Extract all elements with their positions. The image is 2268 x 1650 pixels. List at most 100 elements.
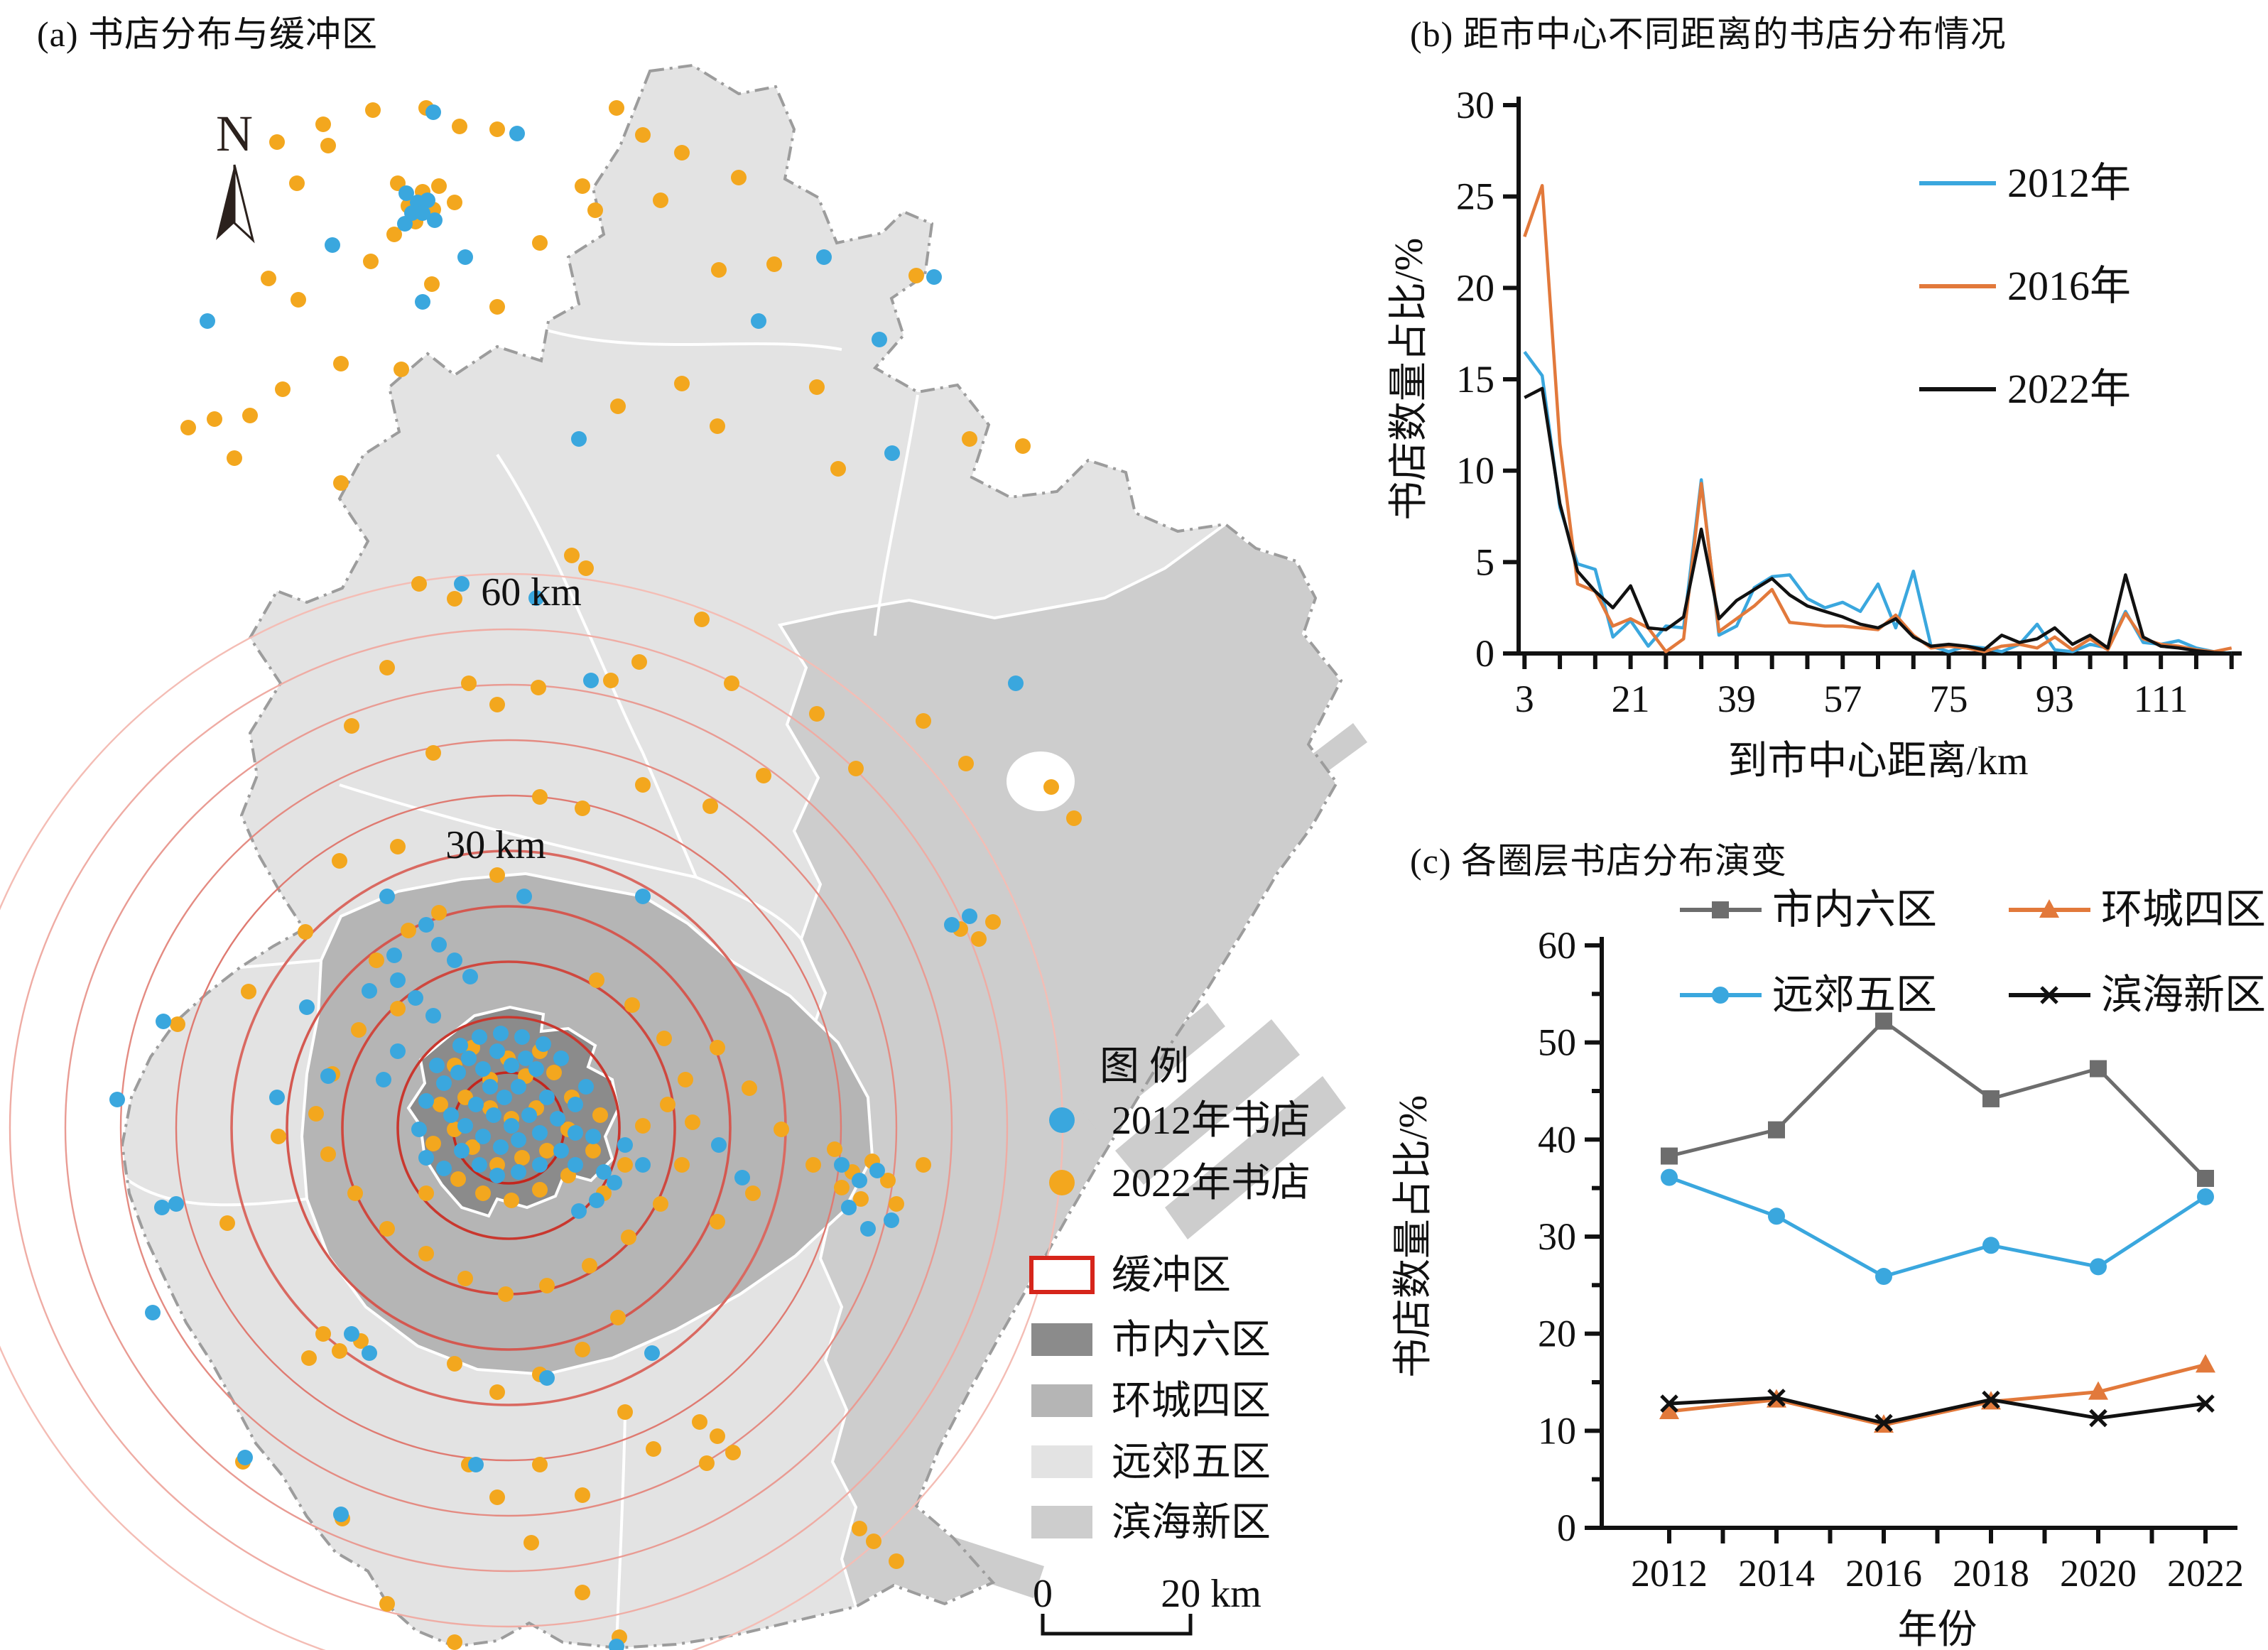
bookstore-dot-2012 <box>635 889 651 904</box>
y-tick-label: 15 <box>1456 358 1494 401</box>
bookstore-dot-2012 <box>583 673 599 688</box>
bookstore-dot-2022 <box>852 1521 867 1536</box>
marker-circle <box>2090 1258 2107 1276</box>
chart-b-svg: 0 5 10 15 20 25 30 3 21 39 57 75 93 111 到市中心距离/km 书店数量占… <box>1387 84 2242 783</box>
map-district-borders <box>125 327 919 1647</box>
legend-item-label: 市内六区 <box>1112 1318 1271 1362</box>
marker-triangle <box>1659 1401 1679 1419</box>
bookstore-dot-2022 <box>610 1310 626 1325</box>
bookstore-dot-2022 <box>450 1171 466 1187</box>
north-arrow-left-blade <box>216 165 234 240</box>
north-arrow-right-blade <box>233 164 255 244</box>
bookstore-dot-2012 <box>415 205 430 221</box>
bookstore-dot-2022 <box>461 675 477 691</box>
bookstore-dot-2022 <box>489 697 505 712</box>
bookstore-dot-2012 <box>237 1450 253 1465</box>
bookstore-dot-2022 <box>575 800 590 816</box>
bookstore-dot-2012 <box>607 1175 622 1190</box>
y-tick-label: 30 <box>1538 1215 1576 1258</box>
legend-fill-swatch <box>1031 1445 1092 1478</box>
bookstore-dot-2022 <box>418 1185 434 1201</box>
bookstore-dot-2012 <box>408 990 423 1006</box>
bookstore-dot-2022 <box>457 1271 473 1286</box>
buffer-ring <box>286 905 732 1351</box>
bookstore-dot-2022 <box>539 1278 555 1293</box>
bookstore-dot-2022 <box>489 1384 505 1400</box>
marker-square <box>1661 1147 1678 1165</box>
bookstore-dot-2022 <box>532 235 548 251</box>
y-axis-title: 书店数量占比/% <box>1391 1095 1436 1378</box>
marker-square <box>1875 1012 1892 1030</box>
bookstore-dot-2012 <box>450 1065 466 1080</box>
bookstore-dot-2022 <box>702 798 718 814</box>
bookstore-dot-2022 <box>589 972 604 988</box>
bookstore-dot-2022 <box>433 1097 448 1112</box>
bookstore-dot-2022 <box>603 673 619 688</box>
x-tick-label: 2012 <box>1631 1552 1708 1595</box>
north-label: N <box>216 105 253 162</box>
bookstore-dot-2012 <box>589 1193 604 1208</box>
marker-circle <box>1661 1168 1678 1186</box>
bookstore-dot-2022 <box>653 1196 668 1212</box>
bookstore-dot-2022 <box>333 475 349 491</box>
bookstore-dot-2022 <box>447 1634 462 1650</box>
bookstore-dot-2022 <box>489 1489 505 1505</box>
panel-c-title: (c) 各圈层书店分布演变 <box>1410 841 1787 881</box>
y-tick-label: 20 <box>1538 1313 1576 1355</box>
bookstore-dot-2022 <box>653 192 668 208</box>
marker-circle <box>1712 987 1729 1004</box>
bookstore-dot-2012 <box>386 948 402 963</box>
bookstore-dot-2022 <box>332 853 347 869</box>
bookstore-dot-2022 <box>271 1129 286 1144</box>
bookstore-dot-2022 <box>390 839 406 854</box>
bookstore-dot-2022 <box>564 548 580 563</box>
bookstore-dot-2022 <box>242 408 258 423</box>
bookstore-dot-2012 <box>489 1043 505 1059</box>
bookstore-dot-2022 <box>685 1114 700 1130</box>
bookstore-dot-2022 <box>674 145 690 161</box>
bookstore-dot-2022 <box>827 1141 842 1157</box>
bookstore-dot-2012 <box>420 192 435 208</box>
ring-distance-label: 60 km <box>481 570 582 614</box>
y-tick-label: 60 <box>1538 924 1576 967</box>
bookstore-dot-2012 <box>168 1196 184 1212</box>
y-tick-label: 20 <box>1456 266 1494 309</box>
legend-entry-label: 市内六区 <box>1772 886 1937 933</box>
bookstore-dot-2022 <box>320 1146 336 1162</box>
bookstore-dot-2012 <box>454 1143 470 1158</box>
legend-item-label: 缓冲区 <box>1112 1254 1231 1298</box>
bookstore-dot-2022 <box>1043 779 1059 795</box>
panel-a-title: (a) 书店分布与缓冲区 <box>37 14 378 54</box>
marker-circle <box>1982 1237 2000 1254</box>
bookstore-dot-2022 <box>386 227 402 242</box>
bookstore-dot-2022 <box>631 654 647 670</box>
chart-c-svg: 0 10 20 30 40 50 60 2012 2014 2016 2018 2020 2022 年份 书… <box>1391 886 2266 1650</box>
bookstore-dot-2012 <box>852 1173 867 1188</box>
bookstore-dot-2022 <box>724 675 739 691</box>
bookstore-dot-2012 <box>320 1068 336 1084</box>
bookstore-dot-2022 <box>301 1350 317 1366</box>
bookstore-dot-2012 <box>489 1168 505 1183</box>
bookstore-dot-2022 <box>180 420 196 435</box>
y-tick-label: 5 <box>1475 541 1494 583</box>
x-axis-title: 到市中心距离/km <box>1727 739 2028 783</box>
bookstore-dot-2022 <box>866 1534 881 1549</box>
bookstore-dot-2012 <box>841 1200 857 1215</box>
bookstore-dot-2022 <box>617 1157 633 1173</box>
bookstore-dot-2022 <box>227 450 242 466</box>
bookstore-dot-2012 <box>521 1107 537 1123</box>
legend-entry-label: 2022年 <box>2007 366 2131 412</box>
buffer-ring <box>175 794 842 1462</box>
bookstore-dot-2012 <box>553 1051 569 1066</box>
bookstore-dot-2022 <box>692 1414 707 1430</box>
bookstore-dot-2012 <box>532 1125 548 1141</box>
bookstore-dot-2022 <box>742 1080 757 1096</box>
marker-triangle <box>2196 1354 2215 1373</box>
bookstore-dot-2022 <box>834 1180 850 1195</box>
bookstore-dot-2012 <box>447 952 462 968</box>
bookstore-dot-2012 <box>568 1125 583 1141</box>
bookstore-dot-2012 <box>596 1164 612 1180</box>
bookstore-dot-2022 <box>531 680 546 695</box>
legend-entry-label: 环城四区 <box>2101 886 2266 933</box>
bookstore-dot-2012 <box>528 590 544 606</box>
